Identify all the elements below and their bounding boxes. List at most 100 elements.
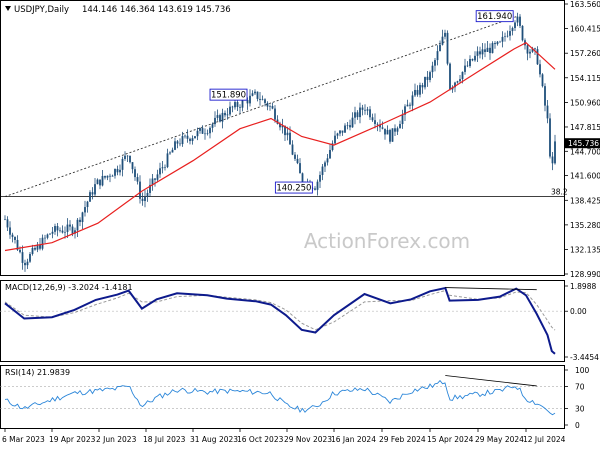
candle-body — [499, 41, 501, 43]
price-tick-label: 150.960 — [570, 98, 600, 107]
macd-tick-label: 0.00 — [570, 307, 587, 316]
candle-body — [439, 44, 441, 52]
rsi-tick-label: 70 — [575, 383, 585, 392]
candle-body — [249, 95, 251, 104]
candle-body — [404, 106, 406, 115]
candle-body — [441, 36, 444, 45]
candle-body — [369, 109, 371, 118]
candle-body — [539, 64, 541, 75]
candle-body — [531, 48, 534, 52]
candle-body — [254, 91, 256, 94]
candle-body — [506, 35, 509, 37]
candle-body — [546, 105, 549, 119]
candle-body — [411, 95, 414, 106]
candle-body — [379, 124, 381, 128]
candle-body — [366, 109, 369, 111]
candle-body — [394, 128, 396, 132]
rsi-panel-frame — [0, 365, 565, 429]
candle-body — [376, 123, 379, 125]
candle-body — [214, 117, 216, 125]
candle-body — [509, 31, 511, 36]
candle-body — [534, 48, 536, 50]
candle-body — [341, 130, 344, 133]
symbol-label: USDJPY,Daily — [14, 5, 69, 15]
candle-body — [171, 149, 174, 153]
candle-body — [409, 104, 411, 106]
candle-body — [174, 141, 176, 150]
candle-body — [294, 154, 296, 159]
candle-body — [29, 253, 31, 262]
candle-body — [286, 132, 289, 136]
macd-signal-line — [4, 290, 556, 331]
rsi-tick-label: 30 — [575, 405, 585, 414]
candle-body — [46, 234, 49, 238]
date-tick-label: 31 Aug 2023 — [190, 435, 238, 444]
candle-body — [21, 252, 24, 263]
candle-body — [89, 192, 91, 202]
candle-body — [519, 16, 521, 26]
candle-body — [144, 196, 146, 202]
candle-body — [86, 201, 89, 208]
candle-body — [301, 173, 304, 184]
price-tick-label: 141.600 — [570, 172, 600, 181]
candle-body — [196, 130, 199, 137]
candle-body — [159, 168, 161, 175]
candle-body — [146, 192, 149, 197]
candle-body — [211, 124, 214, 128]
candle-body — [69, 224, 71, 227]
date-tick-label: 29 May 2024 — [475, 435, 524, 444]
candle-body — [14, 236, 16, 240]
candle-body — [81, 212, 84, 223]
candle-body — [251, 93, 254, 96]
candle-body — [91, 192, 94, 195]
candle-body — [176, 141, 179, 144]
candle-body — [56, 226, 59, 231]
price-tick-label: 132.135 — [570, 245, 600, 254]
rsi-line — [4, 379, 556, 416]
candle-body — [194, 136, 196, 139]
candle-body — [204, 133, 206, 135]
candle-body — [359, 107, 361, 118]
candle-body — [111, 175, 114, 177]
candle-body — [129, 155, 131, 163]
candle-body — [374, 120, 376, 124]
candle-body — [59, 230, 61, 232]
candle-body — [476, 51, 479, 56]
candle-body — [446, 32, 449, 64]
price-tick-label: 147.815 — [570, 123, 600, 132]
rsi-title: RSI(14) 21.9839 — [5, 368, 70, 377]
candle-body — [44, 237, 46, 239]
price-tick-label: 163.560 — [570, 0, 600, 9]
candle-body — [71, 226, 74, 234]
candle-body — [4, 219, 6, 220]
candle-body — [19, 249, 21, 253]
date-tick-label: 16 Oct 2023 — [237, 435, 284, 444]
candle-body — [536, 49, 539, 65]
candle-body — [234, 102, 236, 108]
candle-body — [206, 133, 209, 134]
candle-body — [554, 141, 556, 164]
candle-body — [399, 124, 401, 129]
candle-body — [516, 16, 519, 23]
candle-body — [289, 132, 291, 145]
candle-body — [161, 167, 164, 169]
triangle-down-icon[interactable] — [5, 6, 11, 11]
candle-body — [501, 36, 504, 42]
date-tick-label: 29 Nov 2023 — [284, 435, 332, 444]
candle-body — [331, 143, 334, 150]
price-label: 140.250 — [276, 184, 311, 194]
date-tick-label: 12 Jul 2024 — [523, 435, 566, 444]
date-tick-label: 18 Jul 2023 — [143, 435, 186, 444]
candle-body — [224, 112, 226, 116]
candle-body — [514, 22, 516, 29]
candle-body — [199, 128, 201, 131]
candle-body — [391, 128, 394, 142]
fib-level-label: 38.2 — [551, 188, 568, 197]
price-tick-label: 128.990 — [570, 270, 600, 279]
candle-body — [209, 127, 211, 134]
candle-body — [414, 89, 416, 96]
price-label: 151.890 — [211, 91, 246, 101]
candle-body — [164, 167, 166, 168]
candle-body — [124, 155, 126, 159]
candle-body — [259, 98, 261, 100]
